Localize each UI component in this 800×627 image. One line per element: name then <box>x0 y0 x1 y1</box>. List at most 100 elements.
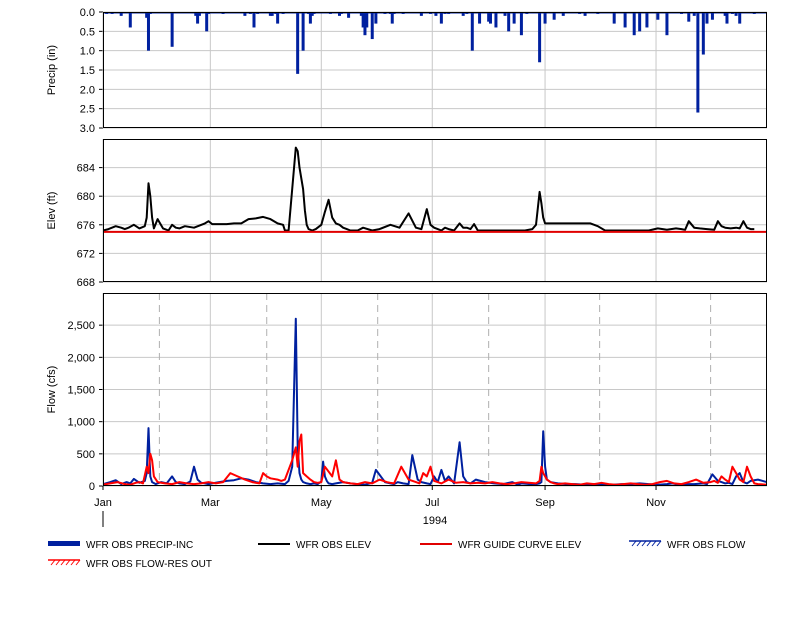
precip-bar <box>503 12 507 16</box>
legend-hatch <box>70 559 76 566</box>
legend-hatch <box>651 540 657 547</box>
precip-bar <box>507 12 511 32</box>
series-line-wfr-obs-flow-res-out <box>103 433 767 486</box>
precip-bar <box>308 12 312 24</box>
x-tick-label: Sep <box>535 497 555 509</box>
precip-bar <box>196 12 200 24</box>
precip-bar <box>170 12 174 47</box>
y-axis-title-flow: Flow (cfs) <box>46 366 58 414</box>
precip-bar <box>725 12 729 24</box>
precip-bar <box>359 12 363 16</box>
precip-bar <box>310 12 314 16</box>
y-tick-label-elev: 672 <box>77 248 95 260</box>
y-tick-label-precip: 1.0 <box>80 46 95 58</box>
precip-bar <box>519 12 523 36</box>
precip-bar <box>645 12 649 28</box>
precip-bar <box>128 12 132 28</box>
x-tick-label: May <box>311 497 332 509</box>
x-tick-label: Mar <box>201 497 220 509</box>
precip-bar <box>205 12 209 32</box>
precip-bar <box>337 12 341 16</box>
precip-bar <box>365 12 369 28</box>
legend-hatch <box>50 559 56 566</box>
x-axis: Jan Mar May Jul Sep Nov 1994 <box>94 486 666 527</box>
precip-bar <box>623 12 627 28</box>
precip-bar <box>738 12 742 24</box>
precip-bar <box>194 12 198 16</box>
x-tick-label: Jan <box>94 497 112 509</box>
precip-bar <box>638 12 642 32</box>
y-tick-label-precip: 0.5 <box>80 26 95 38</box>
y-axis-title-elev: Elev (ft) <box>46 192 58 230</box>
legend-label: WFR OBS PRECIP-INC <box>86 540 193 551</box>
legend-item: WFR GUIDE CURVE ELEV <box>420 540 581 551</box>
y-tick-label-precip: 0.0 <box>80 7 95 19</box>
y-tick-label-flow: 500 <box>77 449 95 461</box>
precip-bar <box>687 12 691 22</box>
panel-flow: 0 500 1,000 1,500 2,000 2,500 Flow (cfs) <box>46 293 767 493</box>
precip-bar <box>146 12 150 51</box>
precip-bar <box>374 12 378 24</box>
precip-bar <box>390 12 394 24</box>
plot-frame-precip <box>103 12 767 128</box>
legend-hatch <box>631 540 637 547</box>
precip-bar <box>665 12 669 36</box>
precip-bar <box>561 12 565 16</box>
precip-bar <box>461 12 465 16</box>
precip-bar <box>723 12 727 16</box>
precip-bar <box>439 12 443 24</box>
precip-bar <box>243 12 247 16</box>
legend-hatch <box>65 559 71 566</box>
y-tick-label-precip: 1.5 <box>80 65 95 77</box>
precip-bar <box>119 12 123 16</box>
x-tick-label: Jul <box>425 497 439 509</box>
panel-elev: 668 672 676 680 684 Elev (ft) <box>46 139 767 289</box>
legend-hatch <box>636 540 642 547</box>
precip-bar <box>434 12 438 16</box>
legend-label: WFR OBS ELEV <box>296 540 371 551</box>
legend-label: WFR OBS FLOW-RES OUT <box>86 559 212 570</box>
precip-bar <box>512 12 516 24</box>
precip-bar <box>478 12 482 24</box>
y-tick-label-precip: 2.0 <box>80 84 95 96</box>
precip-bar <box>656 12 660 20</box>
plot-frame-elev <box>103 139 767 282</box>
precip-bar <box>197 12 201 16</box>
y-tick-label-precip: 2.5 <box>80 104 95 116</box>
y-tick-label-flow: 1,500 <box>67 385 95 397</box>
precip-bar <box>583 12 587 16</box>
legend-item: WFR OBS FLOW <box>629 540 746 551</box>
panel-precip: 0.0 0.5 1.0 1.5 2.0 2.5 3.0 Precip (in) <box>46 7 767 135</box>
panels-layer: 0.0 0.5 1.0 1.5 2.0 2.5 3.0 Precip (in) 668 672 67… <box>46 7 767 493</box>
series-group-elev <box>103 146 767 233</box>
precip-bar <box>487 12 491 22</box>
precip-bar <box>252 12 256 28</box>
y-tick-label-flow: 2,500 <box>67 320 95 332</box>
legend-swatch <box>48 541 80 546</box>
precip-bar <box>370 12 374 40</box>
precip-bar <box>734 12 738 16</box>
x-tick-label: Nov <box>646 497 666 509</box>
legend-hatch <box>75 559 81 566</box>
precip-bar <box>361 12 365 28</box>
plot-area-elev <box>103 139 767 282</box>
precip-bar <box>692 12 696 16</box>
series-line-wfr-obs-elev <box>103 146 755 232</box>
legend-item: WFR OBS ELEV <box>258 540 371 551</box>
y-tick-label-flow: 2,000 <box>67 352 95 364</box>
precip-bar <box>301 12 305 51</box>
legend-hatch <box>60 559 66 566</box>
series-group-flow <box>103 317 767 486</box>
year-label: 1994 <box>423 515 447 527</box>
y-tick-label-elev: 684 <box>77 163 95 175</box>
precip-bar <box>538 12 542 63</box>
y-axis-title-precip: Precip (in) <box>46 45 58 95</box>
precip-bar <box>470 12 474 51</box>
legend-hatch <box>641 540 647 547</box>
precip-bar <box>145 12 149 18</box>
precip-bar <box>543 12 547 24</box>
legend-item: WFR OBS PRECIP-INC <box>48 540 193 551</box>
legend-label: WFR GUIDE CURVE ELEV <box>458 540 581 551</box>
precip-bar <box>701 12 705 55</box>
